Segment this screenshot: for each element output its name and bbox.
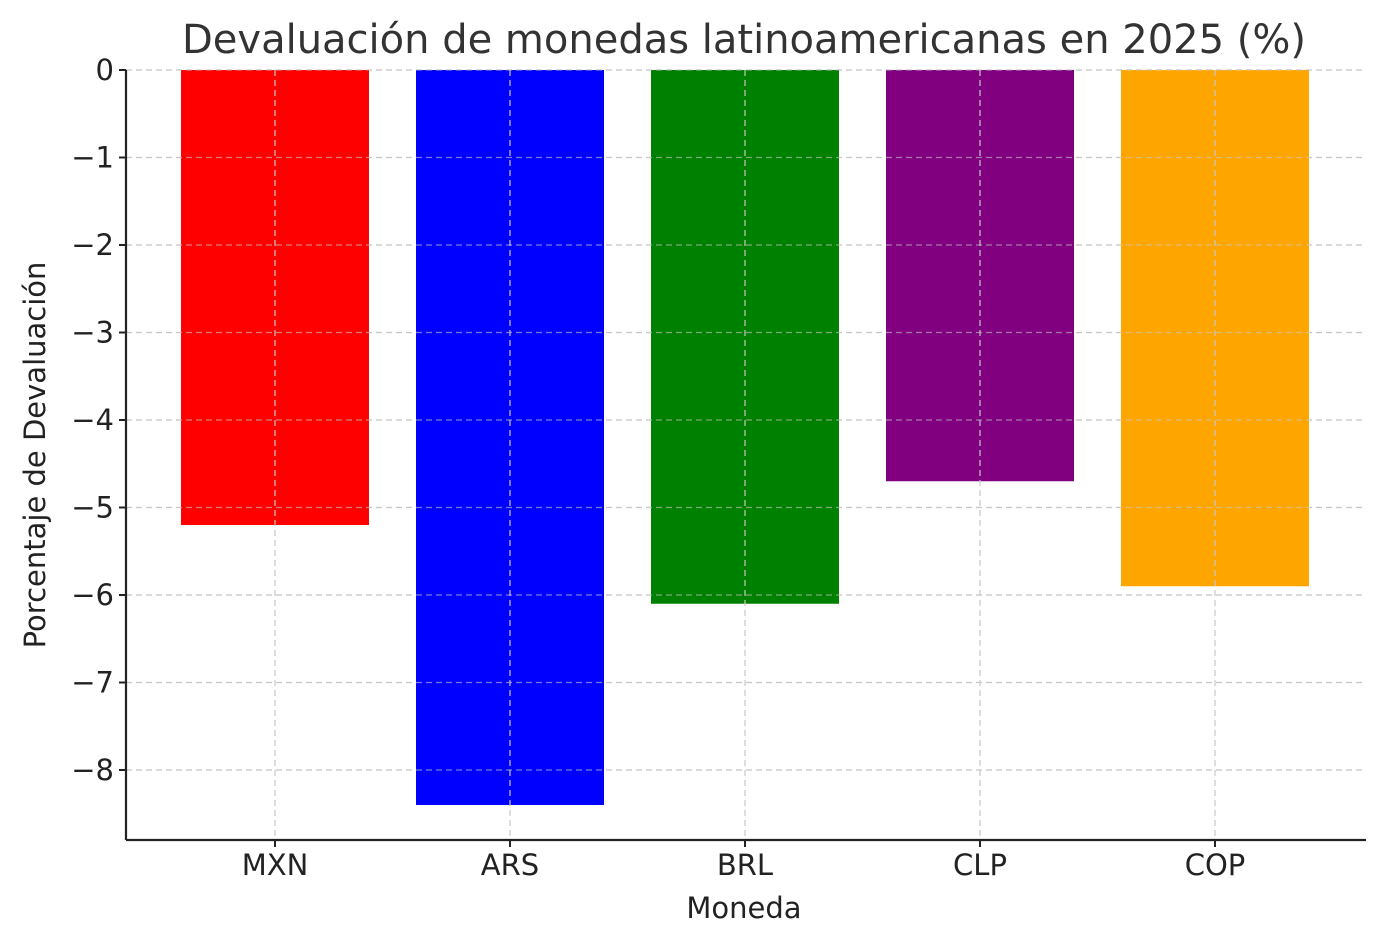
chart-title: Devaluación de monedas latinoamericanas … bbox=[182, 17, 1306, 63]
x-tick-label: COP bbox=[1185, 848, 1246, 882]
y-tick-label: −4 bbox=[71, 403, 114, 437]
y-tick-label: −6 bbox=[71, 578, 114, 612]
bar-mxn bbox=[181, 70, 369, 525]
grid-overlay bbox=[126, 69, 1366, 840]
y-tick-label: −8 bbox=[71, 753, 114, 787]
bar-cop bbox=[1121, 70, 1309, 587]
y-tick-label: −2 bbox=[71, 228, 114, 262]
x-tick-label: ARS bbox=[481, 848, 539, 882]
x-tick-label: BRL bbox=[717, 848, 773, 882]
x-ticks: MXN ARS BRL CLP COP bbox=[242, 840, 1246, 882]
y-ticks: 0 −1 −2 −3 −4 −5 −6 −7 −8 bbox=[71, 53, 126, 787]
y-tick-label: −7 bbox=[71, 666, 114, 700]
y-tick-label: −1 bbox=[71, 141, 114, 175]
y-tick-label: −5 bbox=[71, 491, 114, 525]
y-tick-label: 0 bbox=[96, 53, 114, 87]
y-tick-label: −3 bbox=[71, 316, 114, 350]
x-tick-label: MXN bbox=[242, 848, 309, 882]
x-axis-label: Moneda bbox=[686, 891, 801, 925]
x-tick-label: CLP bbox=[953, 848, 1007, 882]
y-axis-label: Porcentaje de Devaluación bbox=[18, 262, 52, 649]
